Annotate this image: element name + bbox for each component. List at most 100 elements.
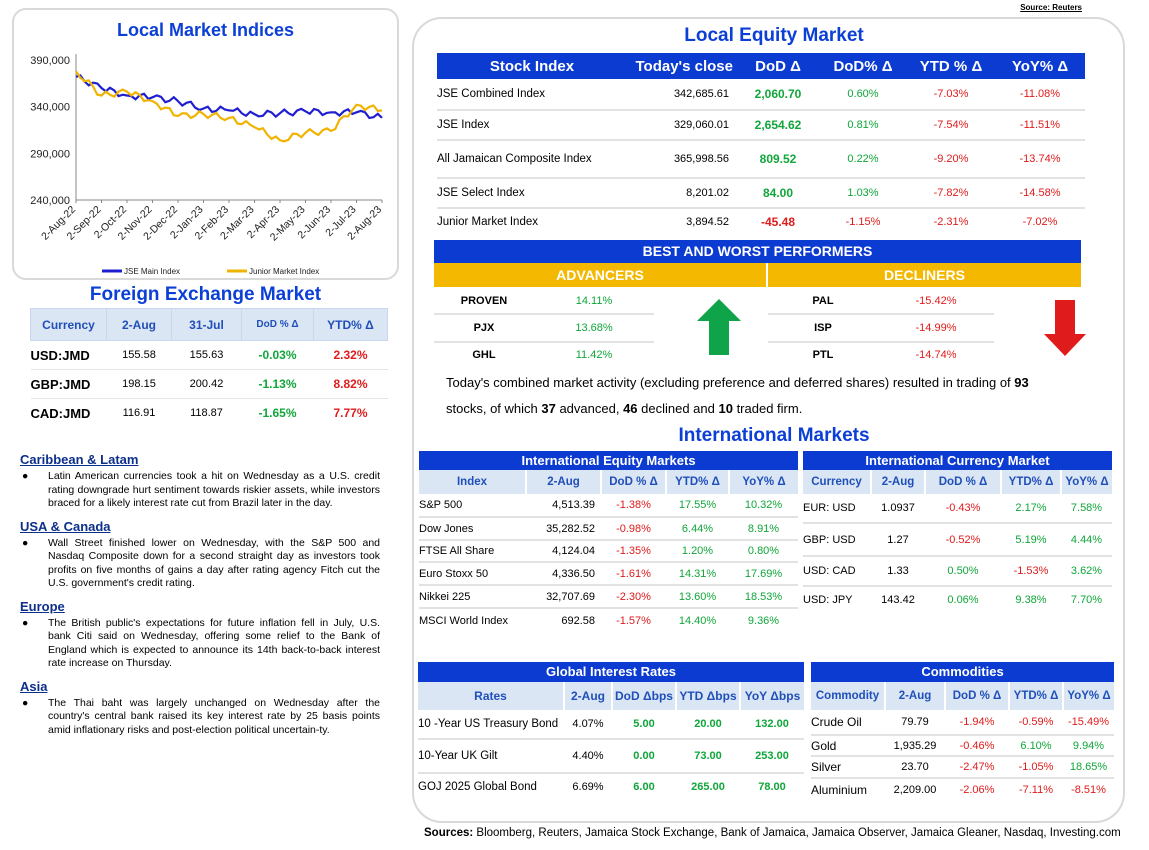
bullet-icon: ● — [22, 616, 29, 629]
table-row: GBP:JMD 198.15 200.42 -1.13% 8.82% — [30, 369, 388, 399]
indices-panel: Local Market Indices 390,000 340,000 290,0… — [12, 8, 399, 280]
equity-yoy: -14.58% — [1019, 187, 1061, 199]
commodity-yoy: -15.49% — [1068, 716, 1109, 728]
fx-value: 155.63 — [189, 349, 224, 361]
news-section: Caribbean & Latam ● Latin American curren… — [20, 452, 380, 737]
table-row: Silver 23.70 -2.47% -1.05% 18.65% — [811, 756, 1114, 778]
equity-index: JSE Combined Index — [437, 88, 546, 100]
table-row: Crude Oil 79.79 -1.94% -0.59% -15.49% — [811, 710, 1114, 735]
decliner-pct: -14.74% — [915, 349, 957, 361]
summary-text: traded firm. — [732, 401, 803, 416]
news-block: Caribbean & Latam ● Latin American curren… — [20, 452, 380, 511]
advancers-header: ADVANCERS — [434, 263, 766, 287]
intl-currency-dod: 0.06% — [947, 594, 979, 606]
intl-equity-name: Dow Jones — [419, 522, 474, 535]
rates-value: 4.07% — [572, 718, 604, 730]
advancer-pct: 13.68% — [575, 322, 613, 334]
up-arrow-icon — [697, 299, 741, 355]
list-item: PJX 13.68% — [434, 315, 654, 343]
advancer-pct: 11.42% — [575, 349, 613, 361]
rates-yoy: 253.00 — [755, 750, 789, 762]
fx-header: YTD% Δ — [313, 308, 388, 341]
equity-dodp: 0.60% — [847, 88, 879, 100]
rates-header: YTD Δbps — [676, 682, 741, 710]
news-block: USA & Canada ● Wall Street finished lower… — [20, 519, 380, 591]
equity-index: All Jamaican Composite Index — [437, 153, 592, 165]
equity-header: Stock Index — [489, 57, 575, 75]
fx-header: 2-Aug — [106, 308, 172, 341]
equity-index: Junior Market Index — [437, 215, 538, 228]
y-tick-label: 390,000 — [30, 55, 70, 67]
commodity-dod: -1.94% — [959, 716, 995, 728]
intl-currency-ytd: 5.19% — [1015, 533, 1047, 546]
intl-equity-name: S&P 500 — [419, 499, 463, 511]
intl-equity-ytd: 17.55% — [678, 499, 717, 511]
intl-equity-value: 32,707.69 — [546, 590, 595, 603]
equity-yoy: -11.51% — [1019, 119, 1061, 131]
rates-value: 4.40% — [572, 750, 604, 762]
intl-equity-dod: -1.61% — [616, 567, 651, 580]
indices-title: Local Market Indices — [116, 20, 295, 40]
commodity-yoy: 9.94% — [1072, 739, 1105, 752]
intl-currency-header: DoD % Δ — [925, 470, 1002, 494]
decliner-symbol: PTL — [812, 349, 834, 361]
equity-dodp: 0.81% — [847, 119, 879, 131]
equity-yoy: -11.08% — [1019, 88, 1061, 100]
intl-currency-dod: -0.52% — [945, 533, 981, 546]
equity-header: YTD % Δ — [919, 57, 983, 75]
intl-currency-dod: -0.43% — [945, 502, 981, 514]
equity-dod: -45.48 — [760, 214, 796, 229]
summary-text: stocks, of which — [446, 401, 542, 416]
equity-table: Stock Index Today's close DoD Δ DoD% Δ Y… — [437, 53, 1085, 234]
legend-label: JSE Main Index — [124, 267, 180, 276]
intl-equity-value: 692.58 — [561, 614, 595, 627]
table-row: Aluminium 2,209.00 -2.06% -7.11% -8.51% — [811, 778, 1114, 800]
table-row: CAD:JMD 116.91 118.87 -1.65% 7.77% — [30, 398, 388, 428]
down-arrow-icon — [1044, 300, 1086, 356]
equity-dodp: 0.22% — [847, 153, 879, 165]
summary-text: advanced, — [555, 401, 624, 416]
equity-ytd: -2.31% — [933, 215, 969, 228]
fx-ytd: 8.82% — [333, 377, 368, 391]
sources-footer: Sources: Bloomberg, Reuters, Jamaica Sto… — [424, 827, 1144, 839]
commodity-name: Silver — [811, 760, 842, 774]
intl-currency-title: International Currency Market — [803, 451, 1112, 470]
fx-table: Currency 2-Aug 31-Jul DoD % Δ YTD% Δ USD… — [30, 308, 388, 428]
intl-equity-value: 4,336.50 — [552, 567, 595, 580]
fx-ytd: 7.77% — [333, 406, 368, 421]
list-item: GHL 11.42% — [434, 343, 654, 367]
table-row: FTSE All Share 4,124.04 -1.35% 1.20% 0.8… — [419, 540, 798, 562]
rates-name: 10-Year UK Gilt — [418, 750, 498, 762]
list-item: PAL -15.42% — [768, 289, 994, 315]
rates-title: Global Interest Rates — [418, 662, 804, 682]
summary-text: Today's combined market activity (exclud… — [446, 375, 1015, 390]
equity-dodp: 1.03% — [847, 187, 879, 199]
table-row: Junior Market Index 3,894.52 -45.48 -1.1… — [437, 208, 1085, 234]
commodity-value: 23.70 — [901, 761, 929, 773]
bullet-icon: ● — [22, 536, 29, 549]
equity-dod: 84.00 — [762, 186, 794, 200]
equity-yoy: -13.74% — [1019, 153, 1061, 165]
commodity-name: Gold — [811, 738, 837, 753]
bullet-icon: ● — [22, 696, 29, 709]
fx-value: 118.87 — [190, 407, 223, 420]
equity-header: YoY% Δ — [1011, 57, 1069, 75]
commodities-header: DoD % Δ — [945, 682, 1010, 710]
list-item: PROVEN 14.11% — [434, 289, 654, 315]
commodity-value: 79.79 — [901, 716, 929, 728]
intl-equity-title: International Equity Markets — [419, 451, 798, 470]
fx-header: Currency — [30, 308, 107, 341]
intl-equity-dod: -1.35% — [616, 545, 651, 557]
decliners-list: PAL -15.42% ISP -14.99% PTL -14.74% — [768, 289, 994, 367]
source-note: Source: Reuters — [1020, 3, 1082, 12]
intl-currency-table: Currency 2-Aug DoD % Δ YTD% Δ YoY% Δ EUR… — [803, 470, 1112, 613]
intl-equity-name: FTSE All Share — [419, 545, 495, 557]
decliners-header: DECLINERS — [768, 263, 1081, 287]
legend-label: Junior Market Index — [249, 267, 319, 276]
table-row: JSE Select Index 8,201.02 84.00 1.03% -7… — [437, 178, 1085, 208]
y-tick-label: 340,000 — [30, 102, 70, 114]
intl-equity-name: Nikkei 225 — [419, 590, 471, 603]
intl-currency-name: GBP: USD — [803, 533, 856, 546]
y-tick-label: 290,000 — [30, 148, 70, 160]
table-row: Euro Stoxx 50 4,336.50 -1.61% 14.31% 17.… — [419, 562, 798, 585]
